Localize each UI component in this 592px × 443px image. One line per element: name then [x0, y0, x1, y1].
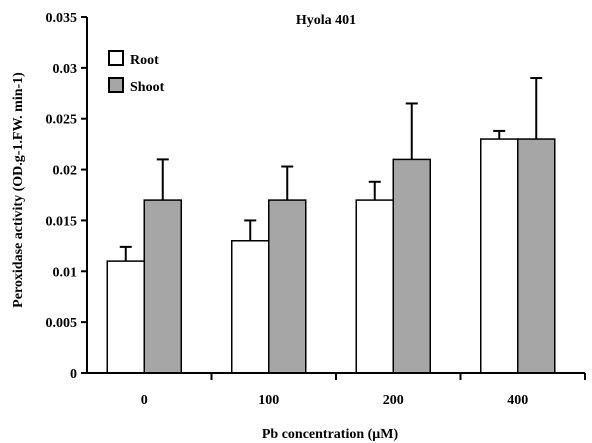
bar-root-200: [355, 199, 394, 374]
x-tick-label: 0: [141, 393, 148, 408]
y-tick-label: 0.035: [46, 11, 78, 26]
y-tick-label: 0.02: [53, 164, 78, 179]
x-tick-label: 100: [258, 393, 279, 408]
x-tick-label: 400: [507, 393, 528, 408]
error-bars-layer: [119, 77, 543, 262]
bar-shoot-400: [517, 138, 556, 374]
y-axis-title: Peroxidase activity (OD.g-1.FW. min-1): [11, 72, 26, 308]
legend-swatch-root: [108, 50, 124, 66]
bar-root-400: [480, 138, 519, 374]
legend-label-shoot: Shoot: [130, 80, 165, 95]
bar-shoot-100: [268, 199, 307, 374]
y-tick-label: 0.005: [46, 316, 78, 331]
bar-shoot-0: [143, 199, 182, 374]
y-tick-label: 0: [70, 367, 77, 382]
chart-title: Hyola 401: [296, 13, 356, 28]
x-ticks-layer: 0 100 200 400: [141, 373, 586, 408]
y-ticks-layer: 0 0.005 0.01 0.015 0.02 0.025 0.03 0.035: [46, 11, 87, 382]
y-tick-label: 0.015: [46, 214, 78, 229]
legend-label-root: Root: [130, 53, 159, 68]
y-tick-label: 0.025: [46, 113, 78, 128]
x-tick-label: 200: [383, 393, 404, 408]
bar-shoot-200: [392, 158, 431, 374]
bar-root-100: [231, 240, 270, 374]
bars-layer: [106, 138, 556, 374]
y-tick-label: 0.01: [53, 265, 78, 280]
x-axis-title: Pb concentration (μM): [262, 427, 399, 442]
bar-root-0: [106, 260, 145, 374]
legend: Root Shoot: [108, 50, 165, 95]
y-tick-label: 0.03: [53, 62, 78, 77]
legend-swatch-shoot: [108, 77, 124, 93]
